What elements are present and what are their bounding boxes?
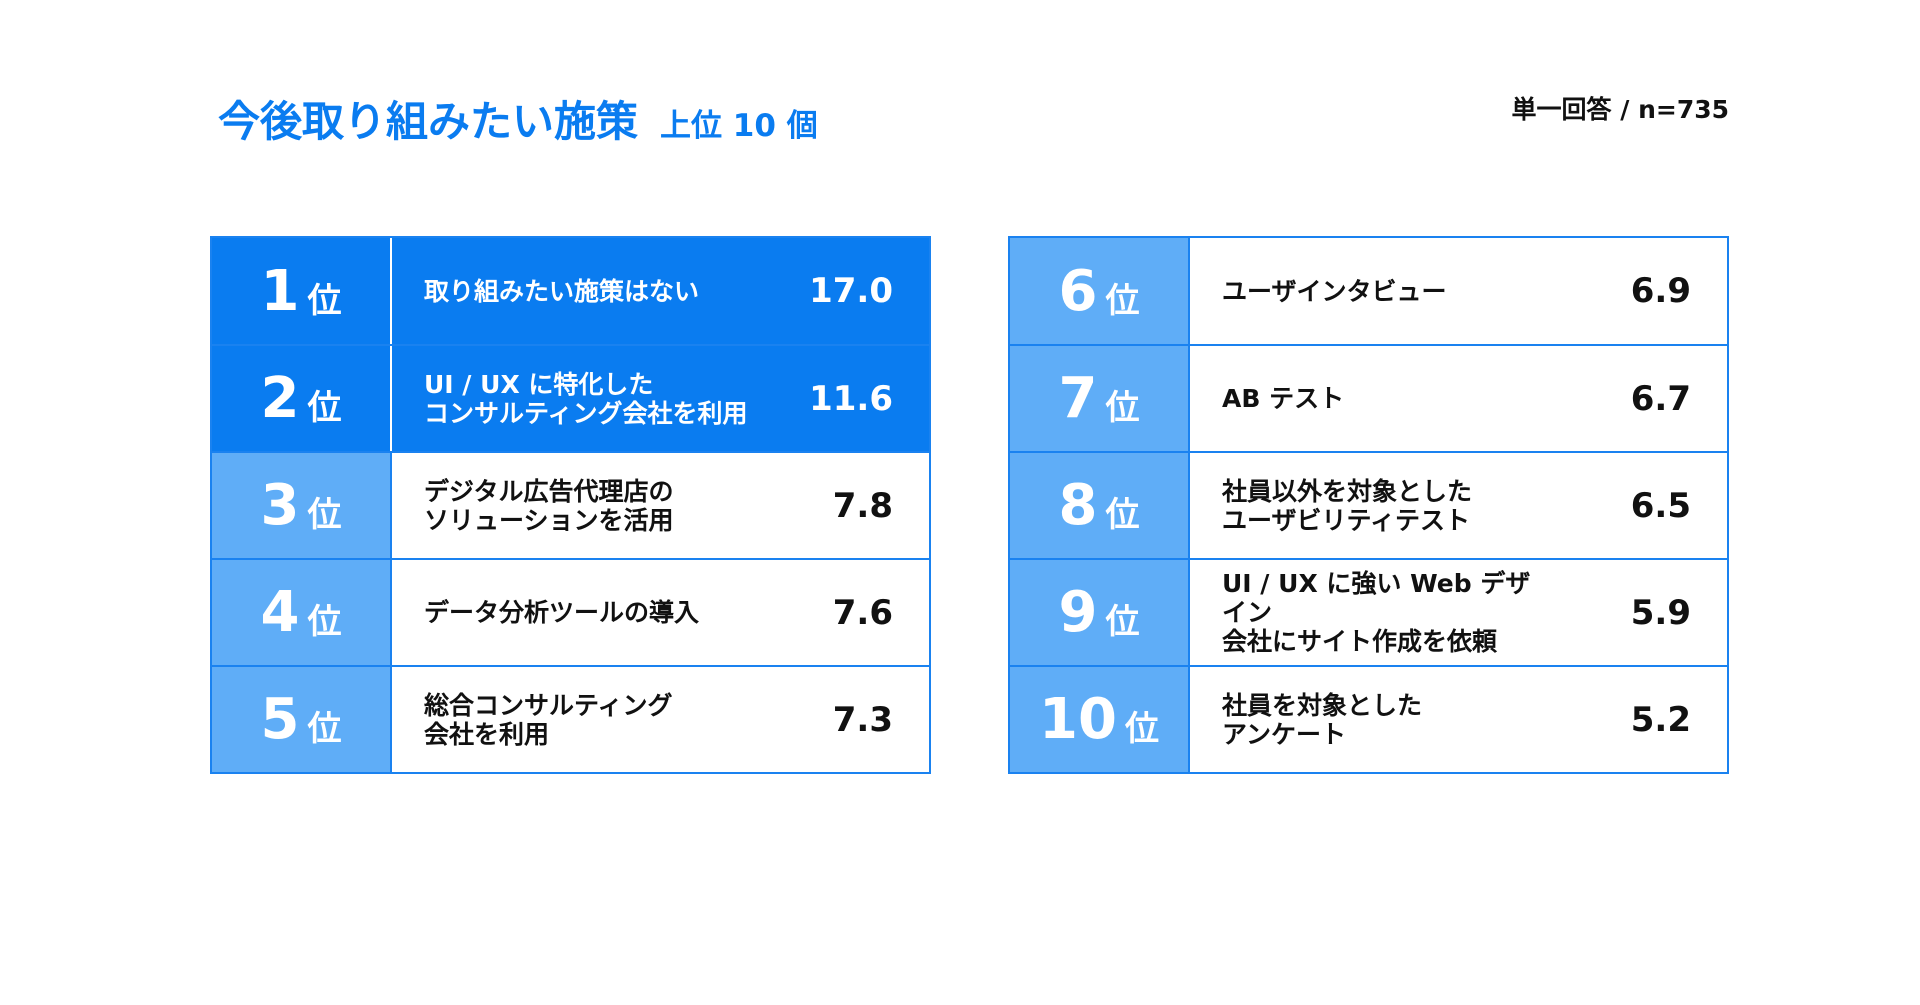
item-value: 5.9 [1630, 592, 1691, 633]
rank-cell: 10 位 [1010, 667, 1190, 772]
label-line: コンサルティング会社を利用 [424, 398, 748, 428]
item-value: 5.2 [1630, 699, 1691, 740]
item-label: UI / UX に強い Web デザイン 会社にサイト作成を依頼 [1190, 560, 1551, 665]
label-line: ユーザインタビュー [1222, 276, 1447, 306]
item-label: ユーザインタビュー [1190, 238, 1551, 344]
ranking-row: 7 位 AB テスト 6.7 [1010, 344, 1727, 451]
label-line: 社員を対象とした [1222, 690, 1423, 720]
item-value: 6.9 [1630, 271, 1691, 311]
item-value: 6.5 [1630, 485, 1691, 526]
rank-unit: 位 [307, 495, 342, 535]
rank-unit: 位 [307, 388, 342, 428]
item-label: 総合コンサルティング 会社を利用 [392, 667, 753, 772]
rank-unit: 位 [1105, 388, 1140, 428]
rank-number: 5 [260, 687, 300, 752]
rank-number: 9 [1058, 580, 1098, 645]
title: 今後取り組みたい施策 [218, 97, 639, 146]
rank-number: 6 [1058, 258, 1098, 324]
rank-number: 7 [1058, 366, 1098, 431]
rank-number: 8 [1058, 473, 1098, 538]
rank-number: 2 [260, 366, 300, 431]
rank-number: 4 [260, 580, 300, 645]
ranking-row: 1 位 取り組みたい施策はない 17.0 [212, 238, 929, 344]
item-value: 11.6 [809, 378, 893, 419]
rank-unit: 位 [307, 709, 342, 749]
label-line: 総合コンサルティング [424, 690, 673, 720]
label-line: ソリューションを活用 [424, 505, 674, 535]
ranking-table: 6 位ユーザインタビュー 6.9 7 位 AB テスト 6.7 8 位社員以外を対象とした ユーザ… [1008, 236, 1729, 774]
ranking-row: 2 位 UI / UX に特化した コンサルティング会社を利用 11.6 [212, 344, 929, 451]
label-line: ユーザビリティテスト [1222, 505, 1471, 535]
label-line: 社員以外を対象とした [1222, 476, 1473, 506]
item-value: 6.7 [1630, 378, 1691, 419]
ranking-row: 10 位社員を対象とした アンケート 5.2 [1010, 665, 1727, 772]
item-value: 17.0 [809, 271, 893, 311]
rank-unit: 位 [307, 280, 342, 321]
rank-unit: 位 [1105, 280, 1140, 321]
item-value: 7.3 [832, 699, 893, 740]
ranking-row: 5 位総合コンサルティング 会社を利用 7.3 [212, 665, 929, 772]
ranking-row: 6 位 ユーザインタビュー 6.9 [1010, 238, 1727, 344]
subtitle: 上位 10 個 [660, 108, 818, 144]
item-label: データ分析ツールの導入 [392, 560, 753, 665]
item-label: AB テスト [1190, 346, 1551, 451]
ranking-row: 9 位 UI / UX に強い Web デザイン 会社にサイト作成を依頼 5.9 [1010, 558, 1727, 665]
item-label: 社員を対象とした アンケート [1190, 667, 1551, 772]
label-line: AB テスト [1222, 384, 1345, 413]
rank-unit: 位 [1105, 495, 1140, 535]
label-line: 取り組みたい施策はない [424, 276, 700, 306]
item-label: UI / UX に特化した コンサルティング会社を利用 [392, 346, 753, 451]
rank-unit: 位 [1105, 602, 1140, 642]
item-label: 社員以外を対象とした ユーザビリティテスト [1190, 453, 1551, 558]
ranking-row: 8 位社員以外を対象とした ユーザビリティテスト 6.5 [1010, 451, 1727, 558]
title-block: 今後取り組みたい施策 上位 10 個 [218, 88, 818, 149]
label-line: アンケート [1222, 719, 1347, 749]
label-line: UI / UX に強い Web デザイン [1222, 569, 1531, 627]
rank-number: 3 [260, 473, 300, 538]
label-line: 会社にサイト作成を依頼 [1222, 627, 1498, 656]
rank-number: 1 [260, 258, 300, 324]
item-label: 取り組みたい施策はない [392, 238, 753, 344]
ranking-table: 1 位取り組みたい施策はない 17.0 2 位 UI / UX に特化した コンサルティング… [210, 236, 931, 774]
rank-unit: 位 [1124, 709, 1159, 749]
rank-number: 10 [1039, 687, 1117, 752]
rank-unit: 位 [307, 602, 342, 642]
label-line: デジタル広告代理店の [424, 476, 674, 506]
sample-note: 単一回答 / n=735 [1511, 95, 1729, 124]
item-value: 7.8 [832, 485, 893, 526]
label-line: データ分析ツールの導入 [424, 598, 700, 627]
item-value: 7.6 [832, 592, 893, 633]
item-label: デジタル広告代理店の ソリューションを活用 [392, 453, 753, 558]
ranking-row: 4 位 データ分析ツールの導入 7.6 [212, 558, 929, 665]
label-line: 会社を利用 [424, 719, 550, 749]
ranking-row: 3 位デジタル広告代理店の ソリューションを活用 7.8 [212, 451, 929, 558]
label-line: UI / UX に特化した [424, 369, 654, 399]
